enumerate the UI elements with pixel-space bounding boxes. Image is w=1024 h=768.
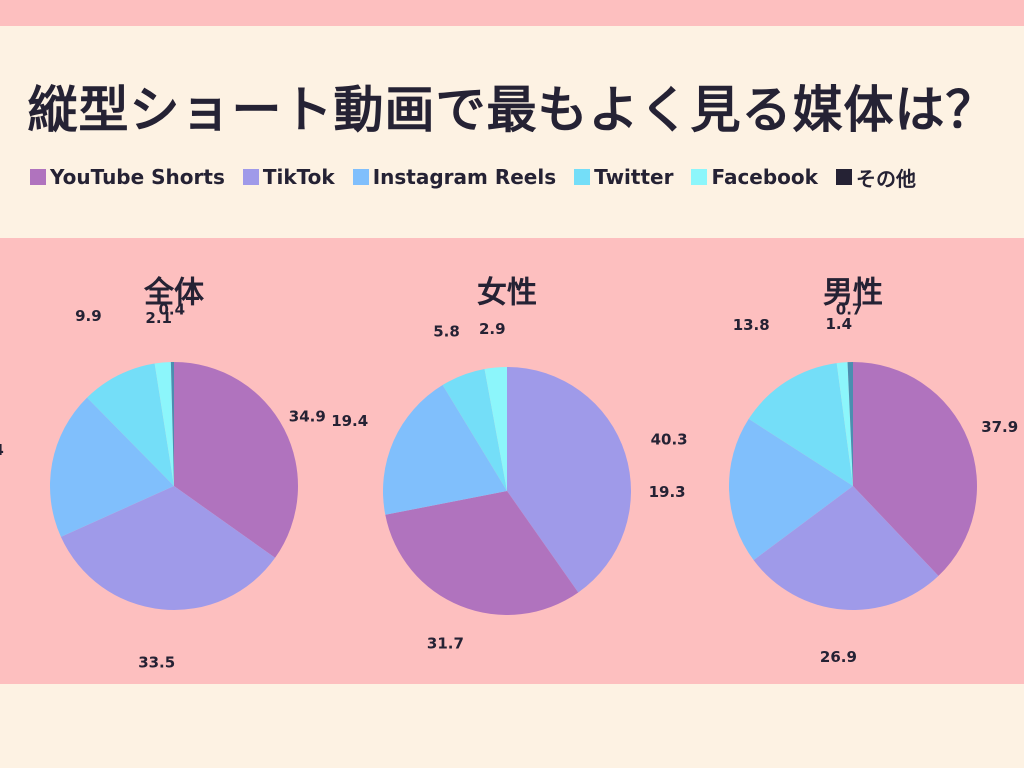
data-label: 19.3 — [649, 483, 686, 501]
pie-slice-twitter — [87, 363, 174, 486]
pie-slice-tiktok — [753, 486, 939, 610]
legend-item-youtube-shorts: YouTube Shorts — [30, 165, 225, 189]
data-label: 19.4 — [0, 441, 4, 459]
legend-swatch — [835, 169, 852, 185]
pie-slice-tiktok — [507, 367, 631, 593]
legend-swatch — [691, 169, 708, 185]
top-stripe — [0, 0, 1024, 26]
pie-slice-youtube-shorts — [853, 362, 978, 576]
legend-label: Instagram Reels — [372, 165, 557, 189]
data-label: 13.8 — [733, 316, 770, 334]
pie-slice-facebook — [836, 362, 853, 486]
legend-label: その他 — [855, 166, 916, 191]
legend-swatch — [352, 169, 369, 185]
legend-swatch — [30, 169, 46, 185]
data-label: 2.9 — [479, 320, 506, 338]
pie-slice-facebook — [154, 362, 174, 486]
data-label: 0.4 — [159, 301, 186, 319]
pie-chart-1: 全体 34.9 33.5 19.4 9.9 2.10.4 — [0, 276, 326, 672]
legend-item-instagram-reels: Instagram Reels — [352, 165, 557, 189]
data-label: 26.9 — [820, 648, 857, 666]
chart-title: 全体 — [143, 276, 205, 311]
data-label: 9.9 — [75, 307, 102, 325]
legend-swatch — [242, 169, 259, 185]
data-label: 34.9 — [289, 408, 326, 426]
data-label: 19.4 — [331, 412, 368, 430]
data-label: 33.5 — [138, 654, 175, 672]
pie-slice-tiktok — [60, 486, 276, 611]
pie-slice-twitter — [748, 363, 853, 486]
legend-swatch — [574, 169, 591, 185]
data-label: 37.9 — [981, 418, 1018, 436]
data-label: 40.3 — [651, 430, 688, 448]
pie-chart-2: 女性 40.3 31.7 19.4 5.8 2.9 — [331, 276, 687, 653]
pie-slice-instagram-reels — [49, 397, 175, 537]
legend-label: Twitter — [594, 165, 674, 189]
pie-slice-twitter — [442, 369, 507, 491]
legend-item-facebook: Facebook — [691, 165, 818, 189]
pie-slice-instagram-reels — [729, 418, 853, 561]
chart-title: 男性 — [823, 276, 883, 311]
data-label: 1.4 — [826, 315, 853, 333]
pie-slice-facebook — [484, 367, 507, 491]
pie-slice-youtube-shorts — [385, 491, 579, 615]
chart-title: 女性 — [477, 276, 537, 311]
pie-slice-other — [847, 362, 853, 486]
data-label: 0.7 — [836, 301, 863, 319]
pie-slice-other — [170, 362, 174, 486]
pie-slice-instagram-reels — [382, 385, 507, 515]
pie-chart-3: 男性 37.9 26.9 19.3 13.8 1.40.7 — [649, 276, 1019, 666]
page-title: 縦型ショート動画で最もよく見る媒体は？ — [27, 81, 997, 139]
legend-label: Facebook — [711, 165, 818, 189]
legend-item-other: その他 — [835, 163, 916, 192]
data-label: 5.8 — [433, 323, 460, 341]
data-label: 2.1 — [145, 309, 172, 327]
legend-item-tiktok: TikTok — [242, 165, 335, 189]
pie-slice-youtube-shorts — [174, 362, 298, 558]
data-label: 31.7 — [427, 635, 464, 653]
legend-label: YouTube Shorts — [50, 165, 225, 189]
legend-label: TikTok — [262, 165, 335, 189]
legend-item-twitter: Twitter — [574, 165, 673, 189]
pie-charts: 全体 34.9 33.5 19.4 9.9 2.10.4 女性 40.3 31.7 19.4 5.8… — [0, 276, 1019, 672]
legend: YouTube Shorts TikTok Instagram Reels Tw… — [30, 163, 1000, 192]
